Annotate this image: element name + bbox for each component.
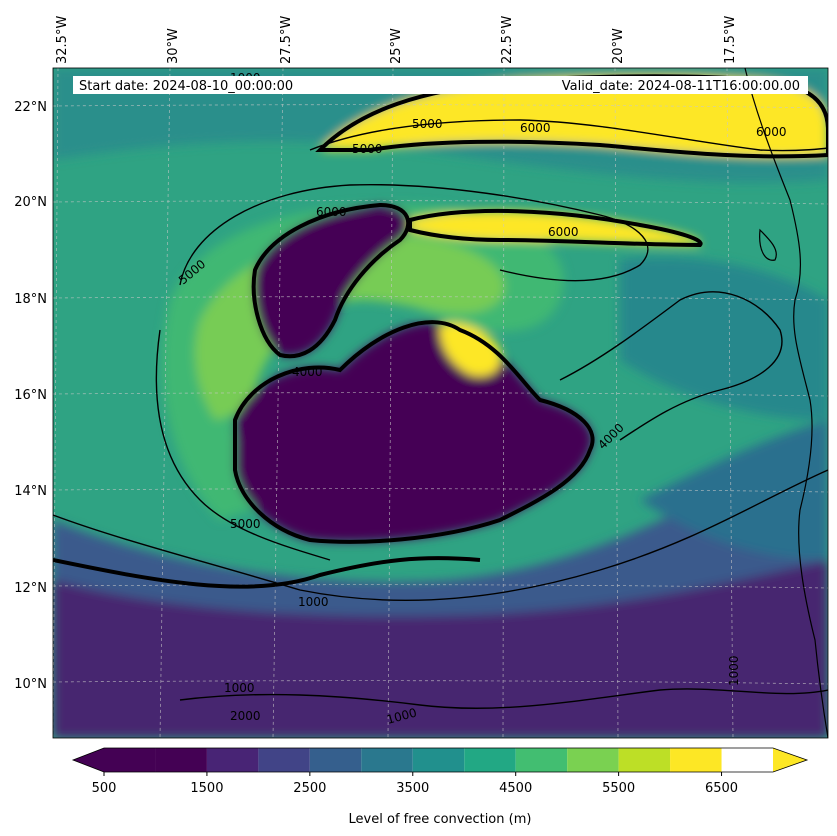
colorbar-segment bbox=[104, 748, 156, 772]
lat-label-12n: 12°N bbox=[14, 581, 47, 596]
field-region-yellow-north bbox=[320, 76, 828, 157]
gridline-lon-22-5w bbox=[502, 68, 505, 738]
colorbar-segment bbox=[515, 748, 568, 772]
map-panel: 1000 5000 6000 4000 5000 1000 1000 2000 … bbox=[53, 68, 828, 738]
contour-label: 6000 bbox=[756, 125, 787, 139]
contour-label: 1000 bbox=[298, 595, 329, 609]
colorbar-segment bbox=[412, 748, 465, 772]
contour-yellow-spiral-boundary bbox=[408, 208, 703, 248]
lat-label-14n: 14°N bbox=[14, 484, 47, 499]
colorbar-segment bbox=[155, 748, 207, 772]
gridline-lat-20n bbox=[53, 200, 828, 205]
gridline-lon-30w bbox=[159, 68, 171, 738]
colorbar-segment bbox=[618, 748, 671, 772]
graticule bbox=[53, 68, 828, 738]
contour-south-1000 bbox=[53, 469, 828, 602]
lon-label-17-5w: 17.5°W bbox=[723, 16, 738, 64]
colorbar-tick-label: 5500 bbox=[602, 781, 635, 796]
colorbar-over-arrow bbox=[773, 748, 807, 772]
colorbar-tick-label: 4500 bbox=[499, 781, 532, 796]
contour-west-5000 bbox=[155, 329, 331, 561]
colorbar-segment bbox=[670, 748, 722, 772]
colorbar-segment bbox=[567, 748, 619, 772]
start-date-label: Start date: 2024-08-10_00:00:00 bbox=[79, 79, 293, 94]
contour-label: 2000 bbox=[230, 709, 261, 723]
colorbar-under-arrow bbox=[73, 748, 104, 772]
contour-deep-south bbox=[179, 688, 828, 709]
valid-date-label: Valid_date: 2024-08-11T16:00:00.00 bbox=[562, 79, 800, 94]
lat-label-16n: 16°N bbox=[14, 388, 47, 403]
contour-label: 6000 bbox=[316, 205, 347, 219]
contour-east-4000 bbox=[559, 291, 783, 441]
contour-label: 6000 bbox=[520, 121, 551, 135]
colorbar-segment bbox=[258, 748, 310, 772]
field-region-south-east bbox=[640, 420, 828, 560]
contour-core-north-boundary bbox=[251, 202, 411, 359]
contour-north-band bbox=[309, 119, 828, 152]
gridline-lat-16n bbox=[53, 392, 828, 397]
colorbar: 500 1500 2500 3500 4500 5500 6500 Level of fre… bbox=[71, 747, 809, 827]
colorbar-tick-label: 2500 bbox=[293, 781, 326, 796]
coastline-africa-west bbox=[744, 68, 828, 738]
lon-label-27-5w: 27.5°W bbox=[279, 16, 294, 64]
header-strip bbox=[73, 76, 808, 94]
map-frame bbox=[52, 67, 829, 739]
colorbar-label: Level of free convection (m) bbox=[349, 812, 532, 827]
gridline-lon-25w bbox=[387, 68, 394, 738]
colorbar-segment bbox=[309, 748, 362, 772]
contour-label: 1000 bbox=[224, 681, 255, 695]
contour-label: 4000 bbox=[292, 365, 323, 379]
colorbar-tick-label: 3500 bbox=[396, 781, 429, 796]
field-region-core bbox=[235, 322, 593, 542]
field-region-yellow-center bbox=[439, 322, 501, 377]
gridline-lon-32-5w bbox=[53, 68, 59, 738]
colorbar-tick-label: 500 bbox=[92, 781, 117, 796]
contour-label: 1000 bbox=[727, 655, 741, 686]
gridline-lon-27-5w bbox=[272, 68, 284, 738]
contour-core-boundary bbox=[233, 320, 595, 544]
latitude-labels: 22°N 20°N 18°N 16°N 14°N 12°N 10°N bbox=[14, 100, 47, 692]
contour-label: 5000 bbox=[352, 142, 383, 156]
lon-label-20w: 20°W bbox=[611, 28, 626, 64]
gridline-lat-22n bbox=[53, 104, 828, 109]
contour-label: 5000 bbox=[412, 117, 443, 131]
coastline-islands bbox=[759, 228, 777, 261]
gridline-lat-18n bbox=[53, 296, 828, 301]
colorbar-tick-label: 6500 bbox=[705, 781, 738, 796]
lat-label-18n: 18°N bbox=[14, 292, 47, 307]
field-region-yellow-spiral bbox=[410, 210, 701, 245]
lon-label-22-5w: 22.5°W bbox=[500, 16, 515, 64]
contour-label: 5000 bbox=[230, 517, 261, 531]
lat-label-20n: 20°N bbox=[14, 195, 47, 210]
coastline bbox=[744, 68, 828, 738]
colorbar-segment bbox=[361, 748, 413, 772]
contour-outer-5000 bbox=[179, 183, 649, 286]
lon-label-32-5w: 32.5°W bbox=[55, 16, 70, 64]
colorbar-tick-label: 1500 bbox=[190, 781, 223, 796]
lon-label-25w: 25°W bbox=[389, 28, 404, 64]
colorbar-ticks: 500 1500 2500 3500 4500 5500 6500 bbox=[92, 772, 738, 796]
contour-southern-edge bbox=[53, 556, 481, 589]
gridline-lon-17-5w bbox=[726, 68, 734, 738]
field-region-core-north bbox=[253, 205, 409, 357]
gridline-lon-20w bbox=[614, 68, 619, 738]
gridline-lat-12n bbox=[53, 584, 828, 589]
contour-lines bbox=[53, 119, 828, 709]
longitude-labels: 32.5°W 30°W 27.5°W 25°W 22.5°W 20°W 17.5… bbox=[55, 16, 738, 64]
lat-label-10n: 10°N bbox=[14, 677, 47, 692]
lon-label-30w: 30°W bbox=[166, 28, 181, 64]
gridline-lat-10n bbox=[53, 680, 828, 685]
colorbar-segment bbox=[206, 748, 259, 772]
contour-label: 6000 bbox=[548, 225, 579, 239]
gridline-lat-14n bbox=[53, 488, 828, 493]
colorbar-segment bbox=[464, 748, 516, 772]
colorbar-segments bbox=[104, 748, 722, 772]
lat-label-22n: 22°N bbox=[14, 100, 47, 115]
